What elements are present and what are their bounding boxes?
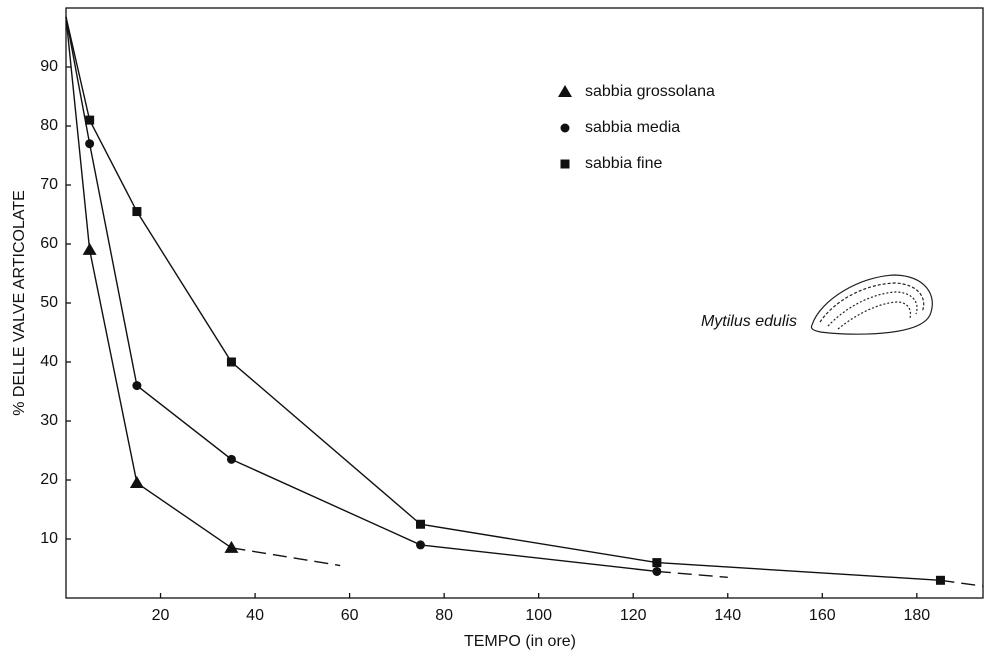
y-tick-label: 30 [40,412,58,429]
x-tick-label: 20 [152,607,170,624]
series-extension [231,547,341,567]
legend-label: sabbia grossolana [585,83,715,100]
x-tick-label: 40 [246,607,264,624]
marker [652,566,662,576]
legend-marker [560,123,570,133]
marker [226,357,236,367]
y-tick-label: 20 [40,471,58,488]
marker [85,139,95,149]
marker [82,242,97,255]
plot-frame [65,7,984,599]
x-tick-label: 160 [809,607,836,624]
marker [935,575,945,585]
y-tick-label: 10 [40,530,58,547]
series-line [65,16,232,549]
series-extension [940,579,984,587]
x-tick-label: 120 [620,607,647,624]
y-tick-label: 60 [40,235,58,252]
marker [416,519,426,529]
x-tick-label: 180 [903,607,930,624]
x-axis-label: TEMPO (in ore) [464,633,576,650]
marker [132,207,142,217]
legend-marker [560,159,570,169]
legend-label: sabbia media [585,119,680,136]
marker [224,540,239,553]
series-line [65,16,657,573]
legend-marker [558,85,572,97]
marker [132,381,142,391]
annotation: Mytilus edulis [701,313,797,330]
y-tick-label: 40 [40,353,58,370]
y-tick-label: 70 [40,176,58,193]
x-tick-label: 80 [435,607,453,624]
y-tick-label: 90 [40,58,58,75]
legend-label: sabbia fine [585,155,662,172]
y-tick-label: 80 [40,117,58,134]
x-tick-label: 100 [525,607,552,624]
series-line [65,16,941,581]
y-axis-label: % DELLE VALVE ARTICOLATE [11,190,28,416]
marker [85,115,95,125]
x-tick-label: 140 [714,607,741,624]
x-tick-label: 60 [341,607,359,624]
marker [129,475,144,488]
shell-drawing [810,274,933,335]
y-tick-label: 50 [40,294,58,311]
marker [226,454,236,464]
series-extension [656,570,728,579]
marker [416,540,426,550]
marker [652,558,662,568]
